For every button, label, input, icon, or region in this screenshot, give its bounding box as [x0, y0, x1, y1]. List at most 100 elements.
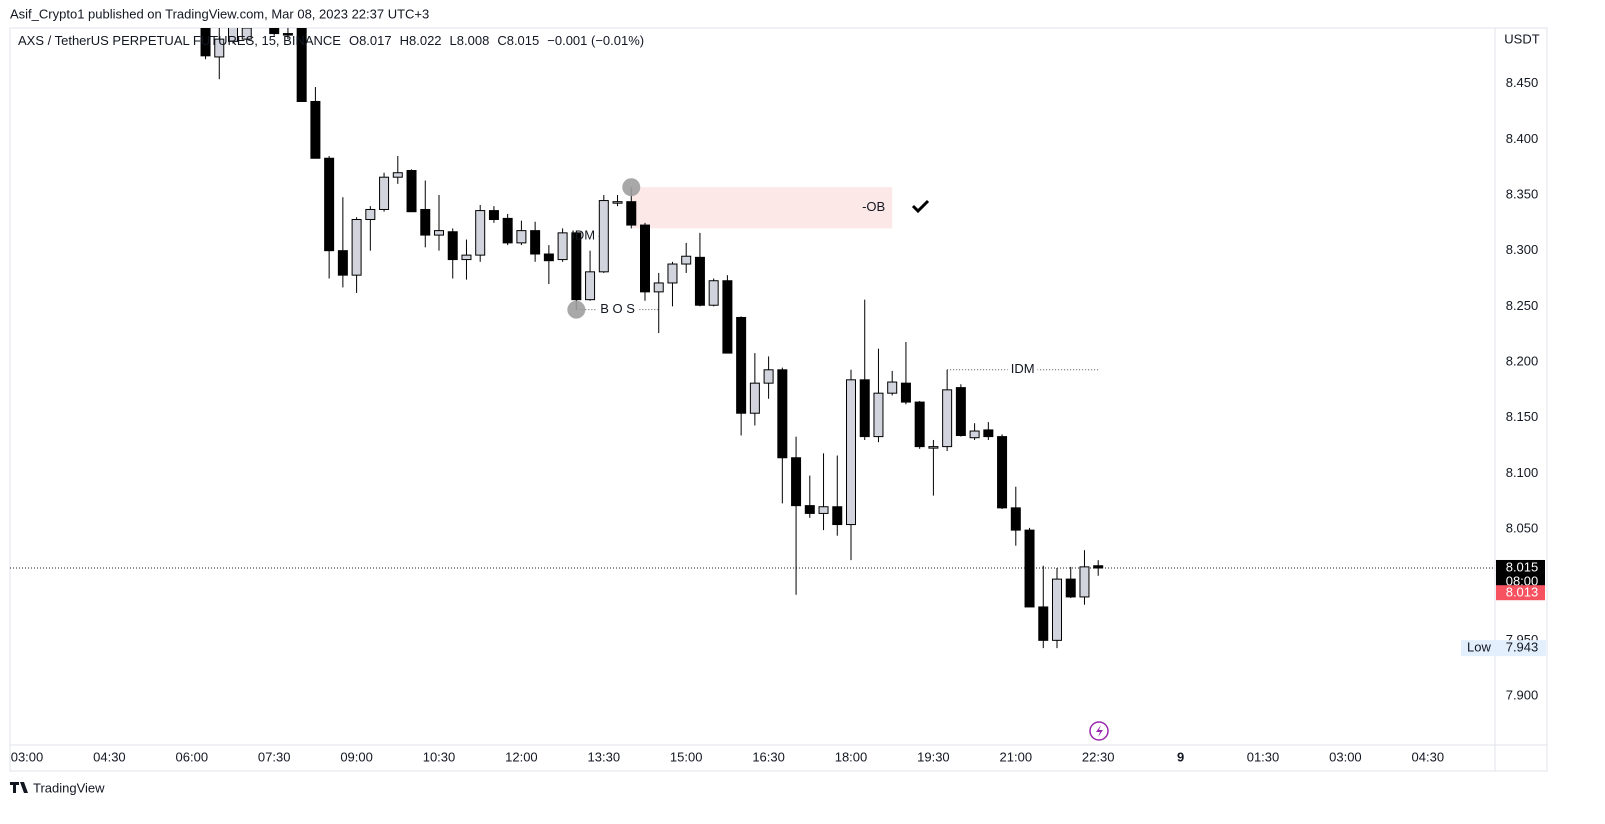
last-price-box — [1496, 559, 1545, 590]
candle-body — [200, 28, 211, 57]
candle-body — [777, 369, 788, 459]
candle-body — [365, 208, 376, 220]
ohlc-label: L — [450, 33, 457, 48]
swing-marker — [567, 300, 586, 319]
candle-body — [1079, 566, 1090, 598]
x-tick-label: 19:30 — [917, 749, 950, 764]
x-tick-label: 21:00 — [1000, 749, 1033, 764]
candle-body — [379, 176, 390, 210]
candle-body — [488, 210, 499, 220]
candle-body — [228, 28, 238, 42]
ohlc-label: C — [497, 33, 506, 48]
plot — [10, 0, 1495, 649]
candle-body — [337, 250, 348, 276]
candle-body — [241, 28, 252, 40]
level-label: IDM — [1011, 361, 1035, 376]
candle-body — [1052, 578, 1062, 641]
x-tick-label: 10:30 — [423, 749, 456, 764]
candle-body — [282, 33, 293, 36]
ohlc-value: 8.017 — [359, 33, 392, 48]
x-tick-label: 07:30 — [258, 749, 291, 764]
candle-body — [461, 254, 472, 261]
candle-body — [736, 316, 747, 414]
candle-body — [887, 381, 898, 394]
y-tick-label: 8.100 — [1506, 465, 1539, 480]
candle-body — [694, 256, 705, 306]
x-tick-label: 09:00 — [340, 749, 373, 764]
bid-price-box — [1496, 585, 1545, 601]
candle-body — [351, 218, 362, 276]
candle-body — [447, 231, 458, 261]
candle-body — [256, 0, 265, 6]
candle-body — [983, 429, 994, 438]
y-tick-label: 8.250 — [1506, 298, 1539, 313]
candle-body — [667, 263, 678, 284]
candle-body — [214, 38, 225, 58]
candle-body — [626, 201, 637, 226]
ohlc-label: O — [349, 33, 359, 48]
swing-marker — [622, 178, 641, 197]
candle-body — [804, 505, 815, 514]
candle-body — [296, 28, 307, 102]
candle-body — [502, 217, 513, 244]
candle-body — [832, 506, 843, 526]
candle-body — [900, 382, 911, 403]
candle-body — [420, 208, 431, 236]
low-box — [1461, 640, 1546, 657]
x-tick-label: 06:00 — [176, 749, 209, 764]
candle-body — [406, 170, 417, 213]
candle-body — [1024, 529, 1035, 608]
candle-body — [392, 172, 403, 178]
event-icon[interactable] — [1089, 721, 1109, 741]
order-block — [631, 187, 893, 229]
candle-body — [914, 401, 925, 448]
y-tick-label: 8.450 — [1506, 75, 1539, 90]
candle-body — [859, 379, 870, 438]
ohlc-value: 8.022 — [409, 33, 442, 48]
overlay: -OB IDM B O S IDM — [567, 178, 1035, 376]
y-tick-label: 8.150 — [1506, 409, 1539, 424]
candle-body — [763, 369, 774, 384]
level-label: IDM — [571, 228, 595, 243]
candle-body — [475, 210, 486, 256]
candle-body — [791, 457, 802, 507]
candle-body — [585, 271, 596, 301]
candle-body — [598, 200, 609, 273]
brand: TradingView — [33, 780, 105, 795]
label-bg — [1007, 363, 1038, 376]
candle-body — [997, 436, 1008, 509]
y-tick-label: 7.900 — [1506, 687, 1539, 702]
ohlc-value: 8.015 — [507, 33, 540, 48]
candle-body — [928, 446, 939, 449]
symbol-legend: AXS / TetherUS PERPETUAL FUTURES, 15, BI… — [18, 33, 644, 48]
candle-body — [1093, 565, 1104, 569]
candle-body — [543, 253, 554, 262]
symbol: AXS / TetherUS PERPETUAL FUTURES, 15, BI… — [18, 33, 341, 48]
event-icon-bolt — [1096, 725, 1103, 737]
candle-body — [955, 387, 966, 436]
x-tick-label: 12:00 — [505, 749, 538, 764]
candle-body — [310, 100, 321, 159]
y-tick-label: 8.050 — [1506, 520, 1539, 535]
x-tick-label: 04:30 — [1412, 749, 1445, 764]
checkmark — [911, 199, 930, 214]
candle-body — [612, 201, 623, 204]
candle-body — [818, 506, 829, 514]
candle-body — [516, 230, 527, 244]
bid-price: 8.013 — [1506, 585, 1539, 600]
candle-body — [434, 230, 444, 236]
candle-body — [571, 232, 582, 301]
y-tick-label: 8.200 — [1506, 353, 1539, 368]
candle-body — [530, 230, 541, 255]
y-tick-label: 8.300 — [1506, 242, 1539, 257]
x-tick-label: 04:30 — [93, 749, 126, 764]
candle-body — [708, 280, 719, 306]
frame — [9, 27, 1548, 772]
last-price: 8.015 — [1506, 559, 1539, 574]
zone-label: -OB — [862, 199, 885, 214]
candle-body — [640, 224, 650, 293]
ohlc-value: 8.008 — [457, 33, 490, 48]
x-tick-label: 03:00 — [11, 749, 44, 764]
currency: USDT — [1504, 31, 1539, 46]
